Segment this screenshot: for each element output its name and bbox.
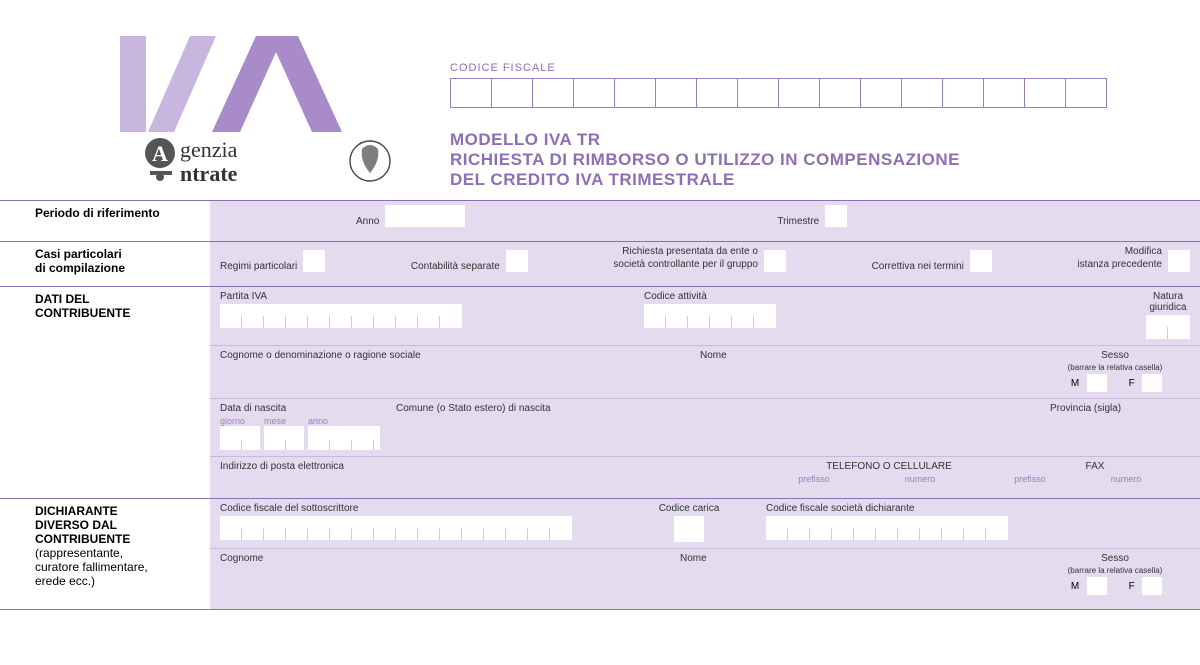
modifica-label-1: Modifica (1077, 246, 1162, 257)
richiesta-label-2: società controllante per il gruppo (613, 259, 758, 270)
cf-sottoscrittore-input[interactable] (220, 516, 572, 540)
giorno-input[interactable] (220, 426, 260, 450)
regimi-label: Regimi particolari (220, 261, 297, 272)
sesso-hint: (barrare la relativa casella) (1040, 363, 1190, 372)
tel-numero-label: numero (846, 474, 994, 484)
nome-label: Nome (700, 350, 1034, 361)
logo-iva (120, 30, 350, 145)
fax-label: FAX (1000, 461, 1190, 472)
contabilita-label: Contabilità separate (411, 261, 500, 272)
sesso-f-label: F (1129, 378, 1135, 389)
piva-input[interactable] (220, 304, 462, 328)
dich-sesso-f-checkbox[interactable] (1142, 577, 1162, 595)
dich-nome-label: Nome (680, 553, 1034, 564)
correttiva-label: Correttiva nei termini (872, 261, 964, 272)
provincia-label: Provincia (sigla) (1050, 403, 1190, 414)
contabilita-input[interactable] (506, 250, 528, 272)
cf-sottoscrittore-label: Codice fiscale del sottoscrittore (220, 503, 572, 514)
dnascita-label: Data di nascita (220, 403, 390, 414)
sesso-m-label: M (1071, 378, 1079, 389)
svg-text:ntrate: ntrate (180, 161, 238, 186)
cf-societa-input[interactable] (766, 516, 1008, 540)
natura-label-2: giuridica (1146, 302, 1190, 313)
codice-fiscale-label: CODICE FISCALE (450, 62, 1107, 74)
richiesta-input[interactable] (764, 250, 786, 272)
natura-label-1: Natura (1146, 291, 1190, 302)
cf-societa-label: Codice fiscale società dichiarante (766, 503, 1008, 514)
fax-numero-label: numero (1062, 474, 1190, 484)
section-periodo-label: Periodo di riferimento (0, 201, 210, 241)
cognome-label: Cognome o denominazione o ragione social… (220, 350, 694, 361)
codice-attivita-input[interactable] (644, 304, 776, 328)
anno-label: Anno (356, 216, 379, 227)
comune-label: Comune (o Stato estero) di nascita (396, 403, 1044, 414)
logo-agenzia-entrate: A genzia ntrate (140, 135, 420, 192)
sesso-f-checkbox[interactable] (1142, 374, 1162, 392)
modifica-input[interactable] (1168, 250, 1190, 272)
form-title: MODELLO IVA TR RICHIESTA DI RIMBORSO O U… (450, 130, 960, 190)
mese-label: mese (264, 416, 304, 426)
sesso-m-checkbox[interactable] (1087, 374, 1107, 392)
codice-carica-input[interactable] (674, 516, 704, 542)
email-label: Indirizzo di posta elettronica (220, 461, 778, 472)
dich-sesso-label: Sesso (1040, 553, 1190, 564)
dich-cognome-label: Cognome (220, 553, 674, 564)
mese-input[interactable] (264, 426, 304, 450)
section-casi-label: Casi particolari di compilazione (0, 242, 210, 286)
fax-prefisso-label: prefisso (1000, 474, 1060, 484)
giorno-label: giorno (220, 416, 260, 426)
svg-text:genzia: genzia (180, 137, 238, 162)
tel-prefisso-label: prefisso (784, 474, 844, 484)
svg-text:A: A (152, 141, 168, 166)
dich-sesso-m-label: M (1071, 581, 1079, 592)
richiesta-label-1: Richiesta presentata da ente o (613, 246, 758, 257)
codice-carica-label: Codice carica (644, 503, 734, 514)
modifica-label-2: istanza precedente (1077, 259, 1162, 270)
anno-nascita-input[interactable] (308, 426, 380, 450)
anno-input[interactable] (385, 205, 465, 227)
trimestre-label: Trimestre (777, 216, 819, 227)
anno-nascita-label: anno (308, 416, 380, 426)
trimestre-input[interactable] (825, 205, 847, 227)
sesso-label: Sesso (1040, 350, 1190, 361)
correttiva-input[interactable] (970, 250, 992, 272)
dich-sesso-f-label: F (1129, 581, 1135, 592)
dich-sesso-m-checkbox[interactable] (1087, 577, 1107, 595)
telefono-label: TELEFONO O CELLULARE (784, 461, 994, 472)
dich-sesso-hint: (barrare la relativa casella) (1040, 566, 1190, 575)
natura-input[interactable] (1146, 315, 1190, 339)
codice-attivita-label: Codice attività (644, 291, 776, 302)
section-contribuente-label: DATI DEL CONTRIBUENTE (0, 287, 210, 498)
section-dichiarante-label: DICHIARANTE DIVERSO DAL CONTRIBUENTE (ra… (0, 499, 210, 609)
regimi-input[interactable] (303, 250, 325, 272)
codice-fiscale-input[interactable] (450, 78, 1107, 108)
piva-label: Partita IVA (220, 291, 462, 302)
